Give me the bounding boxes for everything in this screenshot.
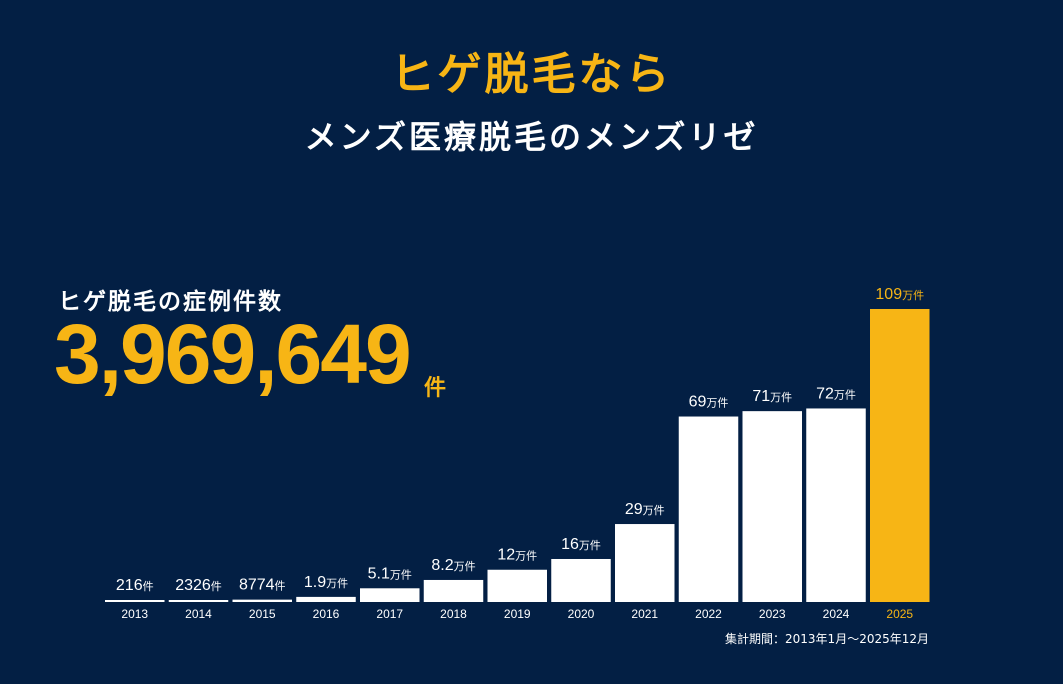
data-label-2015: 8774件	[239, 577, 286, 594]
bar-2021	[615, 524, 675, 602]
total-cases-value: 3,969,649	[54, 307, 412, 401]
x-tick-2019: 2019	[504, 607, 531, 621]
data-label-2019: 12万件	[497, 547, 537, 564]
x-tick-2016: 2016	[313, 607, 340, 621]
bar-2013	[105, 600, 165, 602]
data-label-2013: 216件	[116, 577, 154, 594]
subheadline: メンズ医療脱毛のメンズリゼ	[304, 118, 759, 156]
bar-2025	[870, 309, 930, 602]
bar-2022	[678, 416, 739, 602]
x-tick-2021: 2021	[631, 607, 658, 621]
data-label-2022: 69万件	[689, 394, 729, 411]
bar-2015	[232, 599, 292, 602]
x-tick-2018: 2018	[440, 607, 467, 621]
aggregation-period-note: 集計期間：2013年1月〜2025年12月	[725, 632, 929, 646]
x-tick-2014: 2014	[185, 607, 212, 621]
data-label-2014: 2326件	[175, 577, 222, 594]
total-cases-label: ヒゲ脱毛の症例件数	[58, 289, 283, 315]
x-tick-2023: 2023	[759, 607, 786, 621]
data-label-2021: 29万件	[625, 501, 665, 518]
headline: ヒゲ脱毛なら	[390, 49, 673, 100]
bar-2017	[360, 588, 420, 602]
data-label-2025: 109万件	[875, 286, 924, 303]
bar-2024	[806, 408, 866, 602]
x-tick-2022: 2022	[695, 607, 722, 621]
data-label-2018: 8.2万件	[431, 557, 475, 574]
x-tick-2020: 2020	[568, 607, 595, 621]
x-tick-2017: 2017	[376, 607, 403, 621]
data-label-2016: 1.9万件	[304, 574, 348, 591]
bar-2016	[296, 596, 356, 602]
data-label-2023: 71万件	[752, 388, 792, 405]
x-tick-2013: 2013	[121, 607, 148, 621]
x-tick-2015: 2015	[249, 607, 276, 621]
bar-2018	[423, 579, 484, 602]
data-label-2024: 72万件	[816, 385, 856, 402]
data-label-2020: 16万件	[561, 536, 601, 553]
bar-2020	[551, 558, 611, 602]
bar-2023	[742, 411, 802, 602]
total-cases-unit: 件	[424, 376, 447, 401]
x-tick-2024: 2024	[823, 607, 850, 621]
bar-2019	[487, 569, 547, 602]
data-label-2017: 5.1万件	[368, 565, 412, 582]
bar-2014	[168, 600, 229, 602]
x-tick-2025: 2025	[886, 607, 913, 621]
